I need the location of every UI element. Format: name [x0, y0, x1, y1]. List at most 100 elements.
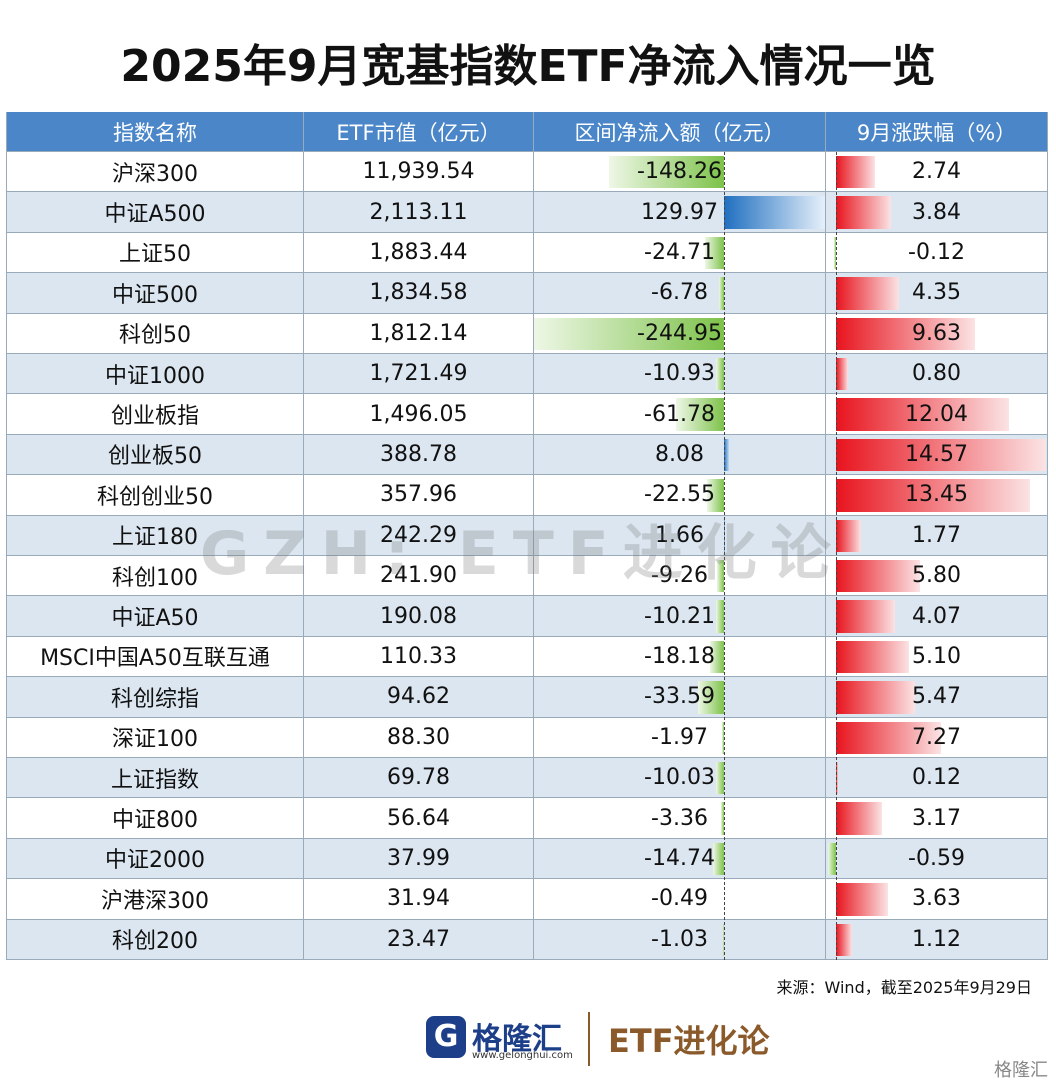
cell-text: 8.08	[655, 441, 704, 467]
cell-text: 110.33	[380, 643, 457, 669]
table-cell: 科创综指	[6, 677, 304, 718]
table-cell: 中证800	[6, 798, 304, 839]
data-bar	[836, 196, 892, 229]
cell-text: 1,834.58	[369, 280, 468, 306]
data-bar	[723, 923, 724, 956]
cell-text: 0.80	[912, 361, 961, 387]
cell-text: 3.63	[912, 886, 961, 912]
table-cell: -244.95	[533, 313, 826, 354]
cell-text: 242.29	[380, 522, 457, 548]
cell-text: 科创50	[119, 323, 191, 349]
header-cell: 指数名称	[6, 112, 304, 152]
data-bar	[836, 600, 895, 633]
table-cell: 上证50	[6, 232, 304, 274]
cell-text: 2,113.11	[369, 199, 468, 225]
table-cell: 129.97	[534, 192, 826, 233]
table-cell: -9.26	[534, 556, 826, 597]
data-bar	[836, 923, 853, 956]
cell-text: -18.18	[644, 643, 715, 669]
table-cell: 2.74	[826, 152, 1048, 193]
table-cell: -3.36	[534, 798, 826, 839]
cell-text: MSCI中国A50互联互通	[40, 646, 270, 672]
data-bar	[836, 721, 941, 754]
data-bar	[533, 317, 724, 350]
table-cell: 8.08	[534, 434, 826, 476]
divider	[588, 1012, 590, 1066]
cell-text: 7.27	[912, 724, 961, 750]
table-cell: 357.96	[304, 475, 534, 516]
cell-text: 中证500	[112, 282, 198, 308]
table-cell: 0.12	[826, 758, 1048, 799]
table-cell: 37.99	[304, 838, 534, 880]
table-cell: -0.49	[534, 879, 826, 920]
cell-text: 科创创业50	[97, 484, 213, 510]
cell-text: 创业板50	[108, 444, 202, 470]
cell-text: 13.45	[905, 482, 968, 508]
table-cell: 56.64	[304, 798, 534, 839]
data-bar	[836, 156, 876, 189]
table-cell: 13.45	[826, 475, 1048, 516]
cell-text: -148.26	[637, 159, 722, 185]
cell-text: 1.66	[655, 522, 704, 548]
table-cell: -10.21	[534, 596, 826, 637]
table-cell: 1,834.58	[304, 273, 534, 314]
cell-text: 中证1000	[105, 363, 205, 389]
title: 2025年9月宽基指数ETF净流入情况一览	[120, 41, 936, 92]
table-cell: 上证180	[6, 515, 304, 556]
cell-text: 上证180	[112, 525, 198, 551]
data-bar	[697, 681, 724, 714]
table-cell: 69.78	[304, 758, 534, 799]
header-cell: 区间净流入额（亿元）	[534, 112, 826, 152]
cell-text: 0.12	[912, 765, 961, 791]
data-bar	[836, 479, 1030, 512]
cell-text: 1,721.49	[369, 361, 468, 387]
table-cell: 9.63	[826, 313, 1048, 354]
data-bar	[836, 398, 1010, 431]
cell-text: -6.78	[651, 280, 708, 306]
table-cell: -14.74	[534, 838, 826, 880]
cell-text: 190.08	[380, 603, 457, 629]
data-bar	[721, 802, 724, 835]
logo-url: www.gelonghui.com	[472, 1050, 573, 1061]
table-cell: 中证500	[6, 273, 304, 314]
cell-text: -3.36	[651, 805, 708, 831]
cell-text: 沪港深300	[101, 888, 209, 914]
cell-text: 94.62	[387, 684, 450, 710]
cell-text: 3.84	[912, 199, 961, 225]
cell-text: 37.99	[387, 845, 450, 871]
table-cell: -10.03	[534, 758, 826, 799]
table-cell: -0.12	[826, 232, 1048, 274]
table-cell: 5.10	[826, 636, 1048, 678]
table-cell: -148.26	[534, 152, 826, 193]
data-bar	[712, 842, 724, 876]
table-cell: 中证A500	[6, 192, 304, 233]
data-bar	[715, 358, 724, 391]
table-cell: 4.35	[826, 273, 1048, 314]
cell-text: 388.78	[380, 441, 457, 467]
cell-text: 31.94	[387, 886, 450, 912]
cell-text: 中证A500	[104, 202, 206, 228]
cell-text: 12.04	[905, 401, 968, 427]
cell-text: 5.80	[912, 563, 961, 589]
data-bar	[836, 640, 910, 674]
corner-mark: 格隆汇	[994, 1060, 1048, 1081]
cell-text: 3.17	[912, 805, 961, 831]
table-cell: 7.27	[826, 717, 1048, 758]
table-cell: 创业板50	[6, 434, 304, 476]
watermark: GZH: ETF进化论	[200, 519, 845, 589]
table-cell: 94.62	[304, 677, 534, 718]
data-bar	[827, 842, 836, 876]
cell-text: 1.77	[912, 522, 961, 548]
table-cell: 110.33	[304, 636, 534, 678]
cell-text: 129.97	[641, 199, 718, 225]
brand: ETF进化论	[608, 1022, 770, 1060]
table-cell: 2,113.11	[304, 192, 534, 233]
data-bar	[608, 156, 724, 189]
table-cell: 4.07	[826, 596, 1048, 637]
table-cell: -24.71	[534, 232, 826, 274]
table-cell: 沪港深300	[6, 879, 304, 920]
table-cell: -0.59	[826, 838, 1048, 880]
data-bar	[709, 640, 724, 674]
cell-text: 357.96	[380, 482, 457, 508]
table-cell: 11,939.54	[304, 152, 534, 193]
